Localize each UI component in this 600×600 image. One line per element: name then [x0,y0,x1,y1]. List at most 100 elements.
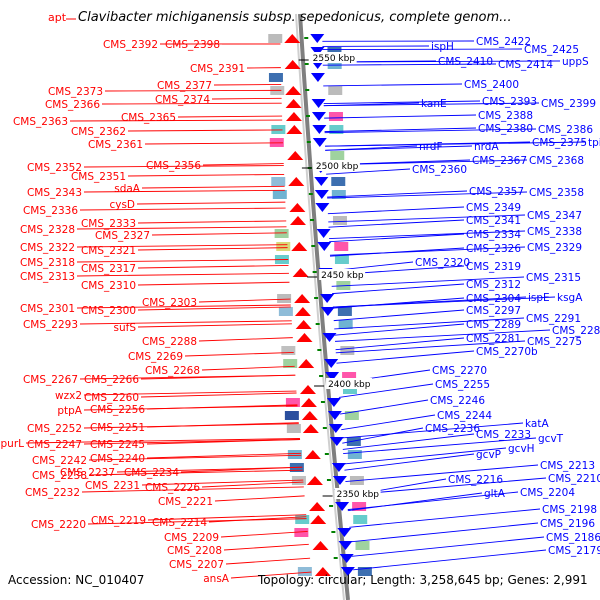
right-gene-label[interactable]: CMS_2312 [466,279,521,291]
right-gene-label[interactable]: CMS_2329 [527,242,582,254]
right-gene-label[interactable]: CMS_2410 [438,56,493,68]
right-gene-label[interactable]: CMS_2270b [476,346,538,358]
right-gene-label[interactable]: gcvT [538,433,564,445]
right-gene-label[interactable]: CMS_2186 [546,532,600,544]
left-gene-label[interactable]: CMS_2268 [145,365,200,377]
left-gene-label[interactable]: CMS_2240 [90,453,145,465]
right-gene-label[interactable]: CMS_2388 [478,110,533,122]
left-gene-label[interactable]: CMS_2303 [142,297,197,309]
left-gene-label[interactable]: CMS_2374 [155,94,210,106]
right-gene-label[interactable]: CMS_2358 [529,187,584,199]
left-gene-label[interactable]: sdaA [114,183,141,195]
right-gene-label[interactable]: CMS_2179 [548,545,600,557]
left-gene-label[interactable]: CMS_2269 [128,351,183,363]
left-gene-label[interactable]: CMS_2245 [90,439,145,451]
left-gene-label[interactable]: CMS_2300 [81,305,136,317]
right-gene-label[interactable]: CMS_2275 [527,336,582,348]
right-gene-label[interactable]: CMS_2338 [527,226,582,238]
right-gene-label[interactable]: CMS_2386 [538,124,593,136]
left-gene-label[interactable]: CMS_2351 [71,171,126,183]
left-gene-label[interactable]: CMS_2238 [32,470,87,482]
right-gene-label[interactable]: CMS_2281 [466,333,521,345]
right-gene-label[interactable]: CMS_2233 [476,429,531,441]
left-gene-label[interactable]: CMS_2293 [23,319,78,331]
left-gene-label[interactable]: CMS_2365 [121,112,176,124]
right-gene-label[interactable]: katA [525,418,549,430]
right-gene-label[interactable]: CMS_2284 [552,325,600,337]
left-gene-label[interactable]: CMS_2318 [20,257,75,269]
right-gene-label[interactable]: CMS_2289 [466,319,521,331]
right-gene-label[interactable]: gltA [484,488,506,500]
left-gene-label[interactable]: CMS_2328 [20,224,75,236]
left-gene-label[interactable]: CMS_2232 [25,487,80,499]
left-gene-label[interactable]: ansA [203,573,230,585]
right-gene-label[interactable]: CMS_2244 [437,410,492,422]
right-gene-label[interactable]: CMS_2422 [476,36,531,48]
left-gene-label[interactable]: CMS_2310 [81,280,136,292]
left-gene-label[interactable]: CMS_2220 [31,519,86,531]
left-gene-label[interactable]: CMS_2373 [48,86,103,98]
left-gene-label[interactable]: CMS_2219 [91,515,146,527]
right-gene-label[interactable]: CMS_2204 [520,487,575,499]
left-gene-label[interactable]: CMS_2266 [84,374,139,386]
left-gene-label[interactable]: CMS_2362 [71,126,126,138]
left-gene-label[interactable]: CMS_2260 [84,392,139,404]
left-gene-label[interactable]: CMS_2208 [167,545,222,557]
left-gene-label[interactable]: CMS_2301 [20,303,75,315]
right-gene-label[interactable]: CMS_2341 [466,215,521,227]
right-gene-label[interactable]: tpiA [588,137,600,149]
right-gene-label[interactable]: CMS_2255 [435,379,490,391]
left-gene-label[interactable]: CMS_2363 [13,116,68,128]
left-gene-label[interactable]: CMS_2391 [190,63,245,75]
right-gene-label[interactable]: CMS_2210 [548,473,600,485]
left-gene-label[interactable]: CMS_2352 [27,162,82,174]
right-gene-label[interactable]: CMS_2414 [498,59,553,71]
right-gene-label[interactable]: CMS_2349 [466,202,521,214]
right-gene-label[interactable]: ispH [431,41,454,53]
right-gene-label[interactable]: uppS [562,56,589,68]
right-gene-label[interactable]: CMS_2319 [466,261,521,273]
right-gene-label[interactable]: CMS_2367 [472,155,527,167]
left-gene-label[interactable]: CMS_2226 [145,482,200,494]
right-gene-label[interactable]: CMS_2304 [466,293,521,305]
left-gene-label[interactable]: CMS_2252 [27,423,82,435]
left-gene-label[interactable]: CMS_2267 [23,374,78,386]
right-gene-label[interactable]: ksgA [557,292,583,304]
left-gene-label[interactable]: CMS_2321 [81,245,136,257]
left-gene-label[interactable]: CMS_2398 [165,39,220,51]
right-gene-label[interactable]: CMS_2236 [425,423,480,435]
right-gene-label[interactable]: CMS_2380 [478,123,533,135]
right-gene-label[interactable]: CMS_2357 [469,186,524,198]
left-gene-label[interactable]: cysD [109,199,135,211]
left-gene-label[interactable]: CMS_2214 [152,517,207,529]
right-gene-label[interactable]: CMS_2425 [524,44,579,56]
left-gene-label[interactable]: CMS_2221 [158,496,213,508]
right-gene-label[interactable]: CMS_2320 [415,257,470,269]
right-gene-label[interactable]: CMS_2400 [464,79,519,91]
left-gene-label[interactable]: CMS_2336 [23,205,78,217]
right-gene-label[interactable]: gcvH [508,443,535,455]
left-gene-label[interactable]: CMS_2234 [124,467,179,479]
left-gene-label[interactable]: CMS_2242 [32,455,87,467]
left-gene-label[interactable]: CMS_2231 [85,480,140,492]
left-gene-label[interactable]: CMS_2377 [157,80,212,92]
right-gene-label[interactable]: CMS_2326 [466,243,521,255]
right-gene-label[interactable]: ispE [528,292,550,304]
left-gene-label[interactable]: CMS_2343 [27,187,82,199]
left-gene-label[interactable]: purL [1,438,25,450]
left-gene-label[interactable]: sufS [114,322,137,334]
right-gene-label[interactable]: nrdF [419,141,443,153]
right-gene-label[interactable]: CMS_2291 [526,313,581,325]
left-gene-label[interactable]: ptpA [57,405,82,417]
left-gene-label[interactable]: CMS_2327 [95,230,150,242]
left-gene-label[interactable]: CMS_2256 [90,404,145,416]
left-gene-label[interactable]: CMS_2237 [60,467,115,479]
left-gene-label[interactable]: wzx2 [55,390,82,402]
right-gene-label[interactable]: CMS_2334 [466,229,521,241]
right-gene-label[interactable]: CMS_2360 [412,164,467,176]
right-gene-label[interactable]: CMS_2399 [541,98,596,110]
right-gene-label[interactable]: CMS_2368 [529,155,584,167]
left-gene-label[interactable]: CMS_2317 [81,263,136,275]
left-gene-label[interactable]: CMS_2209 [164,532,219,544]
right-gene-label[interactable]: CMS_2196 [540,518,595,530]
